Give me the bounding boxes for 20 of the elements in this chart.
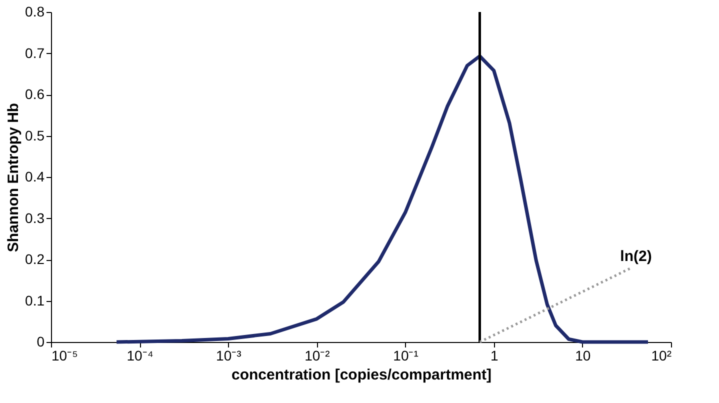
x-tick-label: 1 — [490, 348, 498, 364]
annotation: ln(2) — [620, 248, 652, 265]
x-tick-label: 10⁻⁵ — [52, 348, 78, 364]
y-tick-label: 0.2 — [25, 251, 45, 267]
y-tick-label: 0.6 — [25, 86, 45, 102]
x-tick-label: 10⁻¹ — [393, 348, 419, 364]
y-tick-label: 0.1 — [25, 292, 45, 308]
y-tick-label: 0.5 — [25, 127, 45, 144]
x-tick-label: 10⁻² — [304, 348, 330, 364]
y-tick-label: 0.3 — [25, 210, 45, 226]
y-tick-label: 0.8 — [25, 4, 45, 20]
y-tick-label: 0 — [36, 334, 45, 350]
x-axis-title: concentration [copies/compartment] — [231, 366, 492, 384]
x-tick-label: 10 — [575, 348, 591, 364]
x-tick-label: 10² — [651, 348, 672, 364]
x-tick-label: 10⁻⁴ — [126, 348, 154, 364]
y-tick-label: 0.7 — [25, 44, 45, 61]
x-tick-label: 10⁻³ — [216, 348, 242, 364]
y-tick-label: 0.4 — [25, 168, 45, 184]
y-axis-title: Shannon Entropy Hb — [5, 102, 22, 252]
